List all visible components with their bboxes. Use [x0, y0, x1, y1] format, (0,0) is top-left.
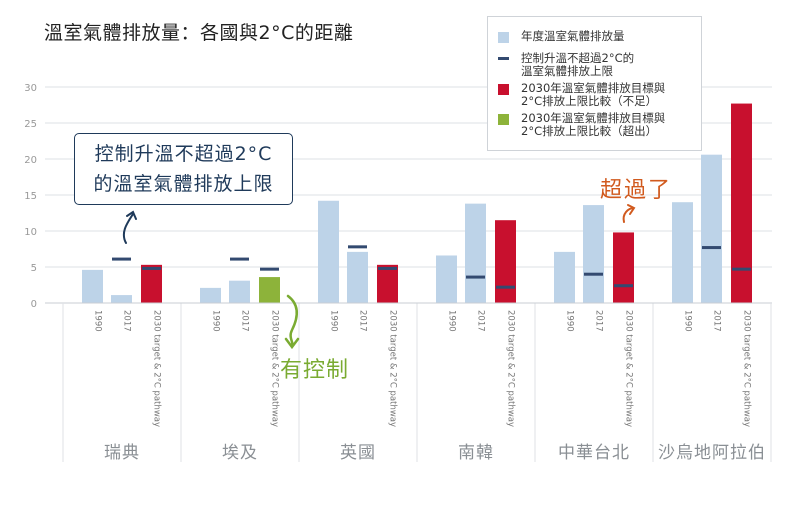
y-tick-label: 10	[24, 227, 37, 238]
bar	[259, 277, 280, 303]
limit-marker	[496, 285, 515, 289]
x-tick-label: 2030 target & 2°C pathway	[742, 310, 752, 427]
limit-marker	[260, 267, 279, 271]
limit-callout-box: 控制升溫不超過2°C 的溫室氣體排放上限	[74, 133, 293, 205]
legend-label-over: 2030年溫室氣體排放目標與 2°C排放上限比較（超出）	[521, 111, 666, 138]
bar	[82, 269, 103, 303]
x-tick-label: 2030 target & 2°C pathway	[388, 310, 398, 427]
bar	[672, 202, 693, 303]
limit-marker	[378, 266, 397, 270]
legend-label-annual: 年度溫室氣體排放量	[521, 29, 625, 43]
limit-marker	[230, 257, 249, 261]
bar	[377, 264, 398, 303]
x-tick-label: 2030 target & 2°C pathway	[152, 310, 162, 427]
x-tick-label: 2017	[594, 310, 604, 332]
x-tick-label: 2030 target & 2°C pathway	[624, 310, 634, 427]
limit-marker	[732, 267, 751, 271]
bar	[495, 220, 516, 303]
y-tick-label: 15	[24, 191, 37, 202]
orange-callout: 超過了	[600, 178, 673, 203]
limit-marker	[466, 275, 485, 279]
bar	[583, 205, 604, 303]
bar	[111, 295, 132, 303]
bar	[200, 287, 221, 303]
bar	[701, 154, 722, 303]
legend-item-over: 2030年溫室氣體排放目標與 2°C排放上限比較（超出）	[498, 112, 665, 138]
x-tick-label: 1990	[329, 310, 339, 332]
limit-marker	[348, 245, 367, 249]
y-tick-label: 25	[24, 119, 37, 130]
x-tick-label: 2030 target & 2°C pathway	[270, 310, 280, 427]
limit-marker	[584, 272, 603, 276]
bar	[613, 232, 634, 303]
bar	[318, 200, 339, 303]
limit-marker	[142, 266, 161, 270]
y-tick-label: 20	[24, 155, 37, 166]
legend-item-short: 2030年溫室氣體排放目標與 2°C排放上限比較（不足）	[498, 82, 665, 108]
chart-title: 溫室氣體排放量：各國與2°C的距離	[44, 22, 354, 44]
legend-swatch-annual	[498, 32, 509, 43]
limit-marker	[702, 246, 721, 250]
legend-item-annual: 年度溫室氣體排放量	[498, 30, 625, 43]
x-tick-label: 1990	[447, 310, 457, 332]
y-tick-label: 30	[24, 83, 37, 94]
y-tick-label: 5	[31, 263, 37, 274]
legend-label-limit: 控制升溫不超過2°C的 溫室氣體排放上限	[521, 51, 635, 78]
bar	[465, 203, 486, 303]
x-tick-label: 1990	[211, 310, 221, 332]
legend-item-limit: 控制升溫不超過2°C的 溫室氣體排放上限	[498, 52, 634, 78]
x-tick-label: 2030 target & 2°C pathway	[506, 310, 516, 427]
country-label: 瑞典	[104, 443, 140, 463]
x-tick-label: 1990	[683, 310, 693, 332]
bar	[347, 251, 368, 303]
legend-swatch-over	[498, 114, 509, 125]
limit-marker	[112, 257, 131, 261]
bar	[229, 280, 250, 303]
bar	[554, 251, 575, 303]
x-tick-label: 1990	[93, 310, 103, 332]
country-label: 沙烏地阿拉伯	[658, 443, 766, 463]
country-label: 南韓	[458, 443, 494, 463]
limit-marker	[614, 284, 633, 288]
country-label: 英國	[340, 443, 376, 463]
bar	[731, 103, 752, 303]
limit-callout-line1: 控制升溫不超過2°C	[94, 143, 273, 165]
bar	[141, 264, 162, 303]
x-tick-label: 1990	[565, 310, 575, 332]
legend-label-short: 2030年溫室氣體排放目標與 2°C排放上限比較（不足）	[521, 81, 666, 108]
y-tick-label: 0	[31, 299, 37, 310]
green-callout: 有控制	[280, 358, 350, 383]
legend-swatch-limit	[498, 57, 509, 60]
legend: 年度溫室氣體排放量 控制升溫不超過2°C的 溫室氣體排放上限 2030年溫室氣體…	[487, 16, 702, 151]
orange-callout-arrow-icon	[622, 204, 636, 223]
x-tick-label: 2017	[476, 310, 486, 332]
x-tick-label: 2017	[122, 310, 132, 332]
country-label: 埃及	[222, 443, 258, 463]
bar	[436, 255, 457, 303]
legend-swatch-short	[498, 84, 509, 95]
country-label: 中華台北	[558, 443, 630, 463]
x-tick-label: 2017	[712, 310, 722, 332]
green-callout-arrow-icon	[284, 294, 300, 350]
x-tick-label: 2017	[358, 310, 368, 332]
x-tick-label: 2017	[240, 310, 250, 332]
limit-callout-line2: 的溫室氣體排放上限	[93, 173, 274, 195]
limit-callout-arrow-icon	[122, 210, 137, 244]
